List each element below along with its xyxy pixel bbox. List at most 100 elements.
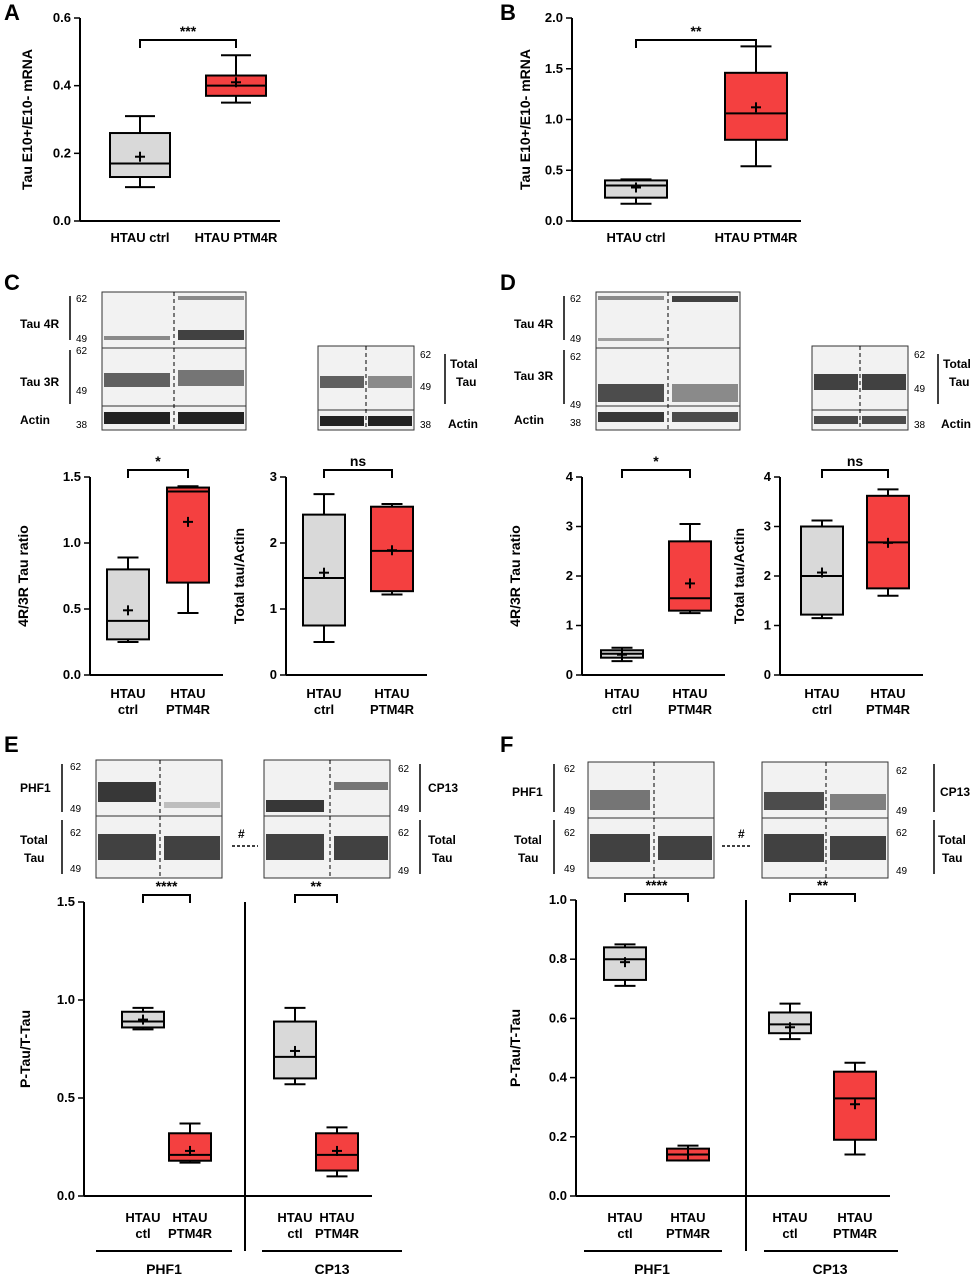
y-tick-label: 1.5 [57, 894, 75, 909]
y-axis-label: 4R/3R Tau ratio [507, 525, 523, 627]
blot-f-total-label: Total [938, 833, 966, 847]
category-label: HTAU PTM4R [168, 1210, 213, 1241]
blot-c-tau3r-label: Tau 3R [20, 375, 59, 389]
y-tick-label: 1 [566, 618, 573, 633]
mw-label: 49 [398, 804, 410, 815]
blot-f-cp13-label: CP13 [940, 785, 970, 799]
y-tick-label: 1.5 [63, 469, 81, 484]
mw-label: 49 [420, 382, 432, 393]
mw-label: 62 [76, 294, 88, 305]
box [109, 132, 171, 179]
blot-e-hash: # [238, 827, 245, 841]
y-tick-label: 2 [270, 535, 277, 550]
y-tick-label: 3 [566, 519, 573, 534]
mw-label: 62 [570, 352, 582, 363]
chart-c2: 0 1 2 3 Total tau/Actin HTAU ctrl HTAU PTM4R ns [231, 453, 427, 717]
mw-label: 62 [896, 766, 908, 777]
blot-c: Tau 4R Tau 3R Actin 62 49 62 49 38 62 49… [20, 291, 478, 431]
blot-f-phf1-label: PHF1 [512, 785, 543, 799]
significance-bracket [323, 469, 393, 478]
significance-bracket [789, 893, 856, 902]
mw-label: 62 [398, 764, 410, 775]
group-label-cp13-f: CP13 [812, 1261, 847, 1277]
significance-label: **** [646, 877, 668, 893]
significance-label: ns [350, 453, 367, 469]
y-tick-label: 0.8 [549, 951, 567, 966]
significance-label: ns [847, 453, 864, 469]
mw-label: 62 [570, 294, 582, 305]
category-label: HTAU PTM4R [666, 1210, 711, 1241]
mw-label: 62 [564, 828, 576, 839]
category-label: HTAU PTM4R [866, 686, 911, 717]
mw-label: 49 [570, 334, 582, 345]
mw-label: 49 [896, 806, 908, 817]
blot-e: PHF1 Total Tau 62 49 62 49 # 62 49 62 49… [20, 759, 458, 879]
mw-label: 62 [70, 828, 82, 839]
blot-e-cp13-label: CP13 [428, 781, 458, 795]
significance-bracket [624, 893, 689, 902]
significance-bracket [821, 469, 889, 478]
category-label: HTAU ctrl [306, 686, 341, 717]
category-label: HTAU ctrl [607, 230, 666, 245]
mw-label: 49 [70, 804, 82, 815]
y-tick-label: 0.2 [53, 145, 71, 160]
mw-label: 62 [896, 828, 908, 839]
blot-c-total-label: Total [450, 357, 478, 371]
category-label: HTAU PTM4R [715, 230, 798, 245]
group-label-cp13-e: CP13 [314, 1261, 349, 1277]
blot-c-actin-label-2: Actin [448, 417, 478, 431]
box [668, 540, 712, 612]
y-tick-label: 0.0 [545, 213, 563, 228]
y-tick-label: 2.0 [545, 10, 563, 25]
y-tick-label: 2 [764, 568, 771, 583]
significance-label: * [653, 453, 659, 469]
blot-f-total-label: Tau [518, 851, 538, 865]
mw-label: 49 [76, 386, 88, 397]
significance-label: ** [311, 878, 322, 894]
significance-bracket [127, 469, 189, 478]
significance-label: ** [817, 877, 828, 893]
mw-label: 49 [896, 866, 908, 877]
mw-label: 62 [76, 346, 88, 357]
blot-e-total-label: Tau [24, 851, 44, 865]
chart-a: 0.0 0.2 0.4 0.6 Tau E10+/E10- mRNA HTAU ctrl H… [19, 10, 280, 245]
y-tick-label: 3 [764, 519, 771, 534]
mw-label: 49 [564, 864, 576, 875]
group-label-phf1-f: PHF1 [634, 1261, 670, 1277]
box [166, 486, 210, 584]
mw-label: 38 [914, 420, 926, 431]
y-tick-label: 1.0 [545, 112, 563, 127]
mw-label: 49 [914, 384, 926, 395]
chart-b: 0.0 0.5 1.0 1.5 2.0 Tau E10+/E10- mRNA HTAU ct… [517, 10, 801, 245]
category-label: HTAU ctrl [110, 686, 145, 717]
y-axis-label: Tau E10+/E10- mRNA [517, 49, 533, 190]
box [106, 568, 150, 641]
blot-d-tau3r-label: Tau 3R [514, 369, 553, 383]
mw-label: 49 [70, 864, 82, 875]
significance-label: ** [691, 23, 702, 39]
y-tick-label: 0.6 [53, 10, 71, 25]
y-tick-label: 2 [566, 568, 573, 583]
category-label: HTAU ctrl [804, 686, 839, 717]
blot-e-phf1-label: PHF1 [20, 781, 51, 795]
significance-label: *** [180, 23, 197, 39]
mw-label: 49 [398, 866, 410, 877]
panel-label-f: F [500, 732, 513, 757]
mw-label: 62 [398, 828, 410, 839]
y-tick-label: 0.5 [63, 601, 81, 616]
category-label: HTAU ctrl [111, 230, 170, 245]
y-tick-label: 0.4 [549, 1070, 568, 1085]
charts: 0.0 0.2 0.4 0.6 Tau E10+/E10- mRNA HTAU ctrl H… [15, 10, 923, 1251]
chart-d1: 0 1 2 3 4 4R/3R Tau ratio HTAU ctrl HTAU PTM4R * [507, 453, 725, 717]
y-tick-label: 0 [566, 667, 573, 682]
category-label: HTAU ctl [125, 1210, 160, 1241]
y-tick-label: 1.0 [57, 992, 75, 1007]
mw-label: 38 [76, 420, 88, 431]
mw-label: 49 [570, 400, 582, 411]
blot-c-total-label: Tau [456, 375, 476, 389]
y-axis-label: 4R/3R Tau ratio [15, 525, 31, 627]
blot-f-hash: # [738, 827, 745, 841]
significance-label: * [155, 453, 161, 469]
mw-label: 62 [70, 762, 82, 773]
category-label: HTAU PTM4R [668, 686, 713, 717]
